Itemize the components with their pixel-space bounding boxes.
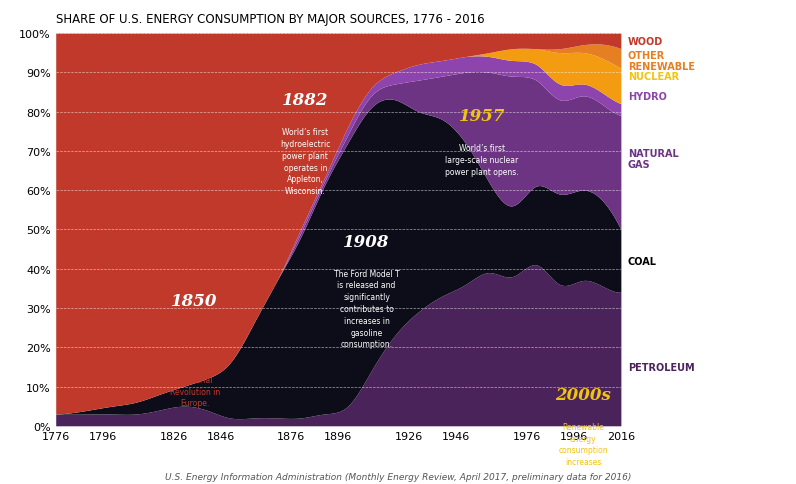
- Text: 1882: 1882: [282, 92, 329, 109]
- Text: 2000s: 2000s: [556, 386, 611, 403]
- Text: HYDRO: HYDRO: [628, 91, 667, 102]
- Text: PETROLEUM: PETROLEUM: [628, 362, 694, 372]
- Text: World’s first
large-scale nuclear
power plant opens.: World’s first large-scale nuclear power …: [445, 144, 519, 176]
- Text: 1957: 1957: [458, 108, 505, 125]
- Text: World’s first
hydroelectric
power plant
operates in
Appleton,
Wisconsin.: World’s first hydroelectric power plant …: [280, 128, 330, 196]
- Text: The Ford Model T
is released and
significantly
contributes to
increases in
gasol: The Ford Model T is released and signifi…: [334, 269, 400, 349]
- Text: Demand for coal
increases
dramatically,
following the
Industrial
Revolution in
E: Demand for coal increases dramatically, …: [163, 328, 226, 408]
- Text: U.S. Energy Information Administration (Monthly Energy Review, April 2017, preli: U.S. Energy Information Administration (…: [165, 472, 631, 481]
- Text: WOOD: WOOD: [628, 37, 663, 47]
- Text: COAL: COAL: [628, 256, 657, 266]
- Text: 1850: 1850: [171, 292, 218, 309]
- Text: Renewable
energy
consumption
increases: Renewable energy consumption increases: [558, 422, 608, 466]
- Text: 1908: 1908: [343, 233, 390, 250]
- Text: NUCLEAR: NUCLEAR: [628, 72, 679, 82]
- Text: SHARE OF U.S. ENERGY CONSUMPTION BY MAJOR SOURCES, 1776 - 2016: SHARE OF U.S. ENERGY CONSUMPTION BY MAJO…: [56, 13, 484, 26]
- Text: OTHER
RENEWABLE: OTHER RENEWABLE: [628, 50, 695, 72]
- Text: NATURAL
GAS: NATURAL GAS: [628, 149, 678, 170]
